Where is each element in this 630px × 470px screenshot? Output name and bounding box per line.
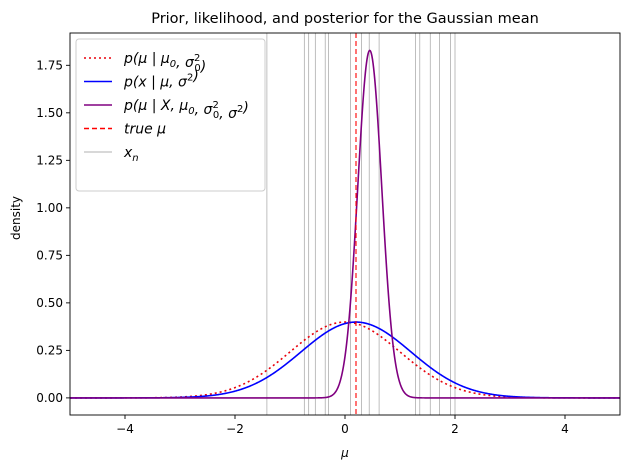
plot-marks	[70, 33, 620, 415]
axes: −4 −2 0 2 40.000.250.500.751.001.251.501.75	[36, 32, 621, 436]
x-tick-label-2: −2	[226, 422, 244, 436]
legend-label-2-part-2: )	[192, 69, 198, 85]
x-tick-label-5: 4	[561, 422, 569, 436]
x-tick-label-4: 2	[451, 422, 459, 436]
legend-label-2-part-0: p(x | μ, σ	[123, 75, 188, 91]
legend-label-3-sup-5: 2	[237, 104, 243, 115]
legend: p(μ | μ0, σ2 0)p(x | μ, σ2)p(μ | X, μ0, σ…	[75, 38, 266, 192]
y-tick-label-4: 0.75	[36, 248, 63, 262]
legend-label-2: p(x | μ, σ2)	[123, 69, 199, 91]
legend-box	[75, 38, 266, 192]
y-tick-label-8: 1.75	[36, 58, 63, 72]
y-tick-label-1: 0.00	[36, 391, 63, 405]
legend-label-2-sup-1: 2	[187, 73, 193, 84]
x-tick-label-1: −4	[116, 422, 134, 436]
y-tick-label-5: 1.00	[36, 201, 63, 215]
legend-label-4: true μ	[124, 122, 166, 138]
legend-label-3-part-4: , σ	[219, 106, 238, 122]
legend-label-1: p(μ | μ0, σ2 0)	[123, 51, 206, 75]
y-tick-label-3: 0.50	[36, 296, 63, 310]
legend-label-4-part-0: true μ	[124, 122, 166, 138]
legend-label-3-part-6: )	[242, 100, 248, 116]
legend-label-3-part-0: p(μ | X, μ	[123, 98, 188, 114]
legend-label-1-subsup-3: 0	[194, 63, 200, 74]
legend-label-5-sub-1: n	[132, 153, 138, 164]
legend-label-1-sub-1: 0	[170, 59, 176, 70]
y-tick-label-6: 1.25	[36, 153, 63, 167]
x-tick-label-3: 0	[341, 422, 349, 436]
legend-label-1-part-0: p(μ | μ	[123, 51, 170, 67]
plot-area	[70, 33, 620, 415]
y-tick-label-2: 0.25	[36, 343, 63, 357]
legend-label-3-sub-1: 0	[188, 106, 194, 117]
y-axis-label: density	[9, 196, 23, 240]
legend-label-5: xn	[123, 145, 139, 164]
series-line-3	[70, 49, 620, 399]
legend-label-3-subsup-3: 0	[213, 110, 219, 121]
legend-label-3-sup-3: 2	[212, 100, 218, 111]
x-axis-label: μ	[340, 446, 349, 460]
chart-title: Prior, likelihood, and posterior for the…	[151, 11, 539, 27]
legend-label-1-part-4: )	[200, 59, 206, 75]
legend-label-5-part-0: x	[123, 145, 133, 161]
legend-label-3: p(μ | X, μ0, σ2 0, σ2)	[123, 98, 249, 122]
legend-label-1-sup-3: 2	[194, 53, 200, 64]
y-tick-label-7: 1.50	[36, 106, 63, 120]
legend-label-3-part-2: , σ	[195, 102, 214, 118]
legend-label-1-part-2: , σ	[176, 55, 195, 71]
